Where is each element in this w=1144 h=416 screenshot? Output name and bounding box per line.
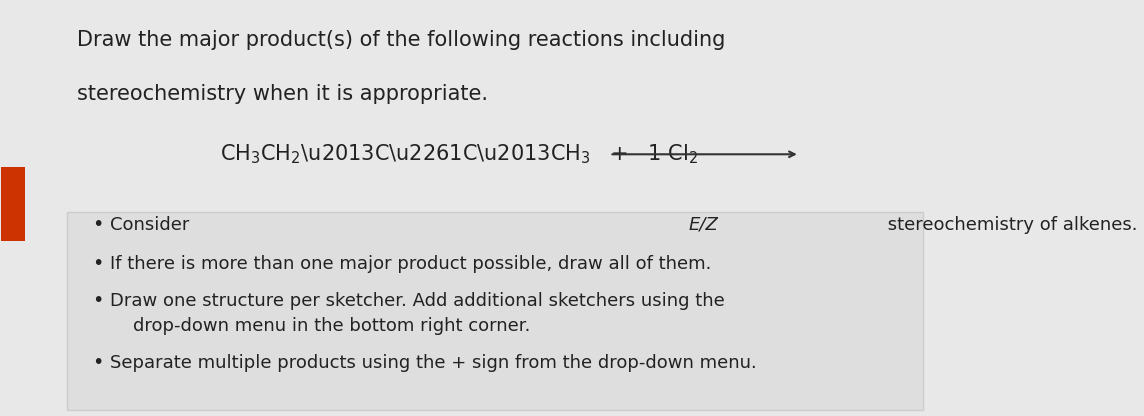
Text: E/Z: E/Z: [689, 215, 718, 233]
Text: •: •: [92, 254, 103, 273]
Text: CH$_3$CH$_2$\u2013C\u2261C\u2013CH$_3$   +   1 Cl$_2$: CH$_3$CH$_2$\u2013C\u2261C\u2013CH$_3$ +…: [220, 143, 698, 166]
Text: Consider: Consider: [110, 215, 196, 233]
Text: stereochemistry of alkenes.: stereochemistry of alkenes.: [882, 215, 1137, 233]
Bar: [1, 167, 24, 241]
Text: stereochemistry when it is appropriate.: stereochemistry when it is appropriate.: [77, 84, 487, 104]
Text: drop-down menu in the bottom right corner.: drop-down menu in the bottom right corne…: [110, 317, 531, 335]
Text: Separate multiple products using the + sign from the drop-down menu.: Separate multiple products using the + s…: [110, 354, 757, 372]
Text: •: •: [92, 354, 103, 372]
Text: If there is more than one major product possible, draw all of them.: If there is more than one major product …: [110, 255, 712, 273]
Text: •: •: [92, 292, 103, 310]
Bar: [67, 212, 923, 411]
Text: Draw the major product(s) of the following reactions including: Draw the major product(s) of the followi…: [77, 30, 725, 50]
Text: •: •: [92, 215, 103, 234]
Text: Draw one structure per sketcher. Add additional sketchers using the: Draw one structure per sketcher. Add add…: [110, 292, 725, 310]
